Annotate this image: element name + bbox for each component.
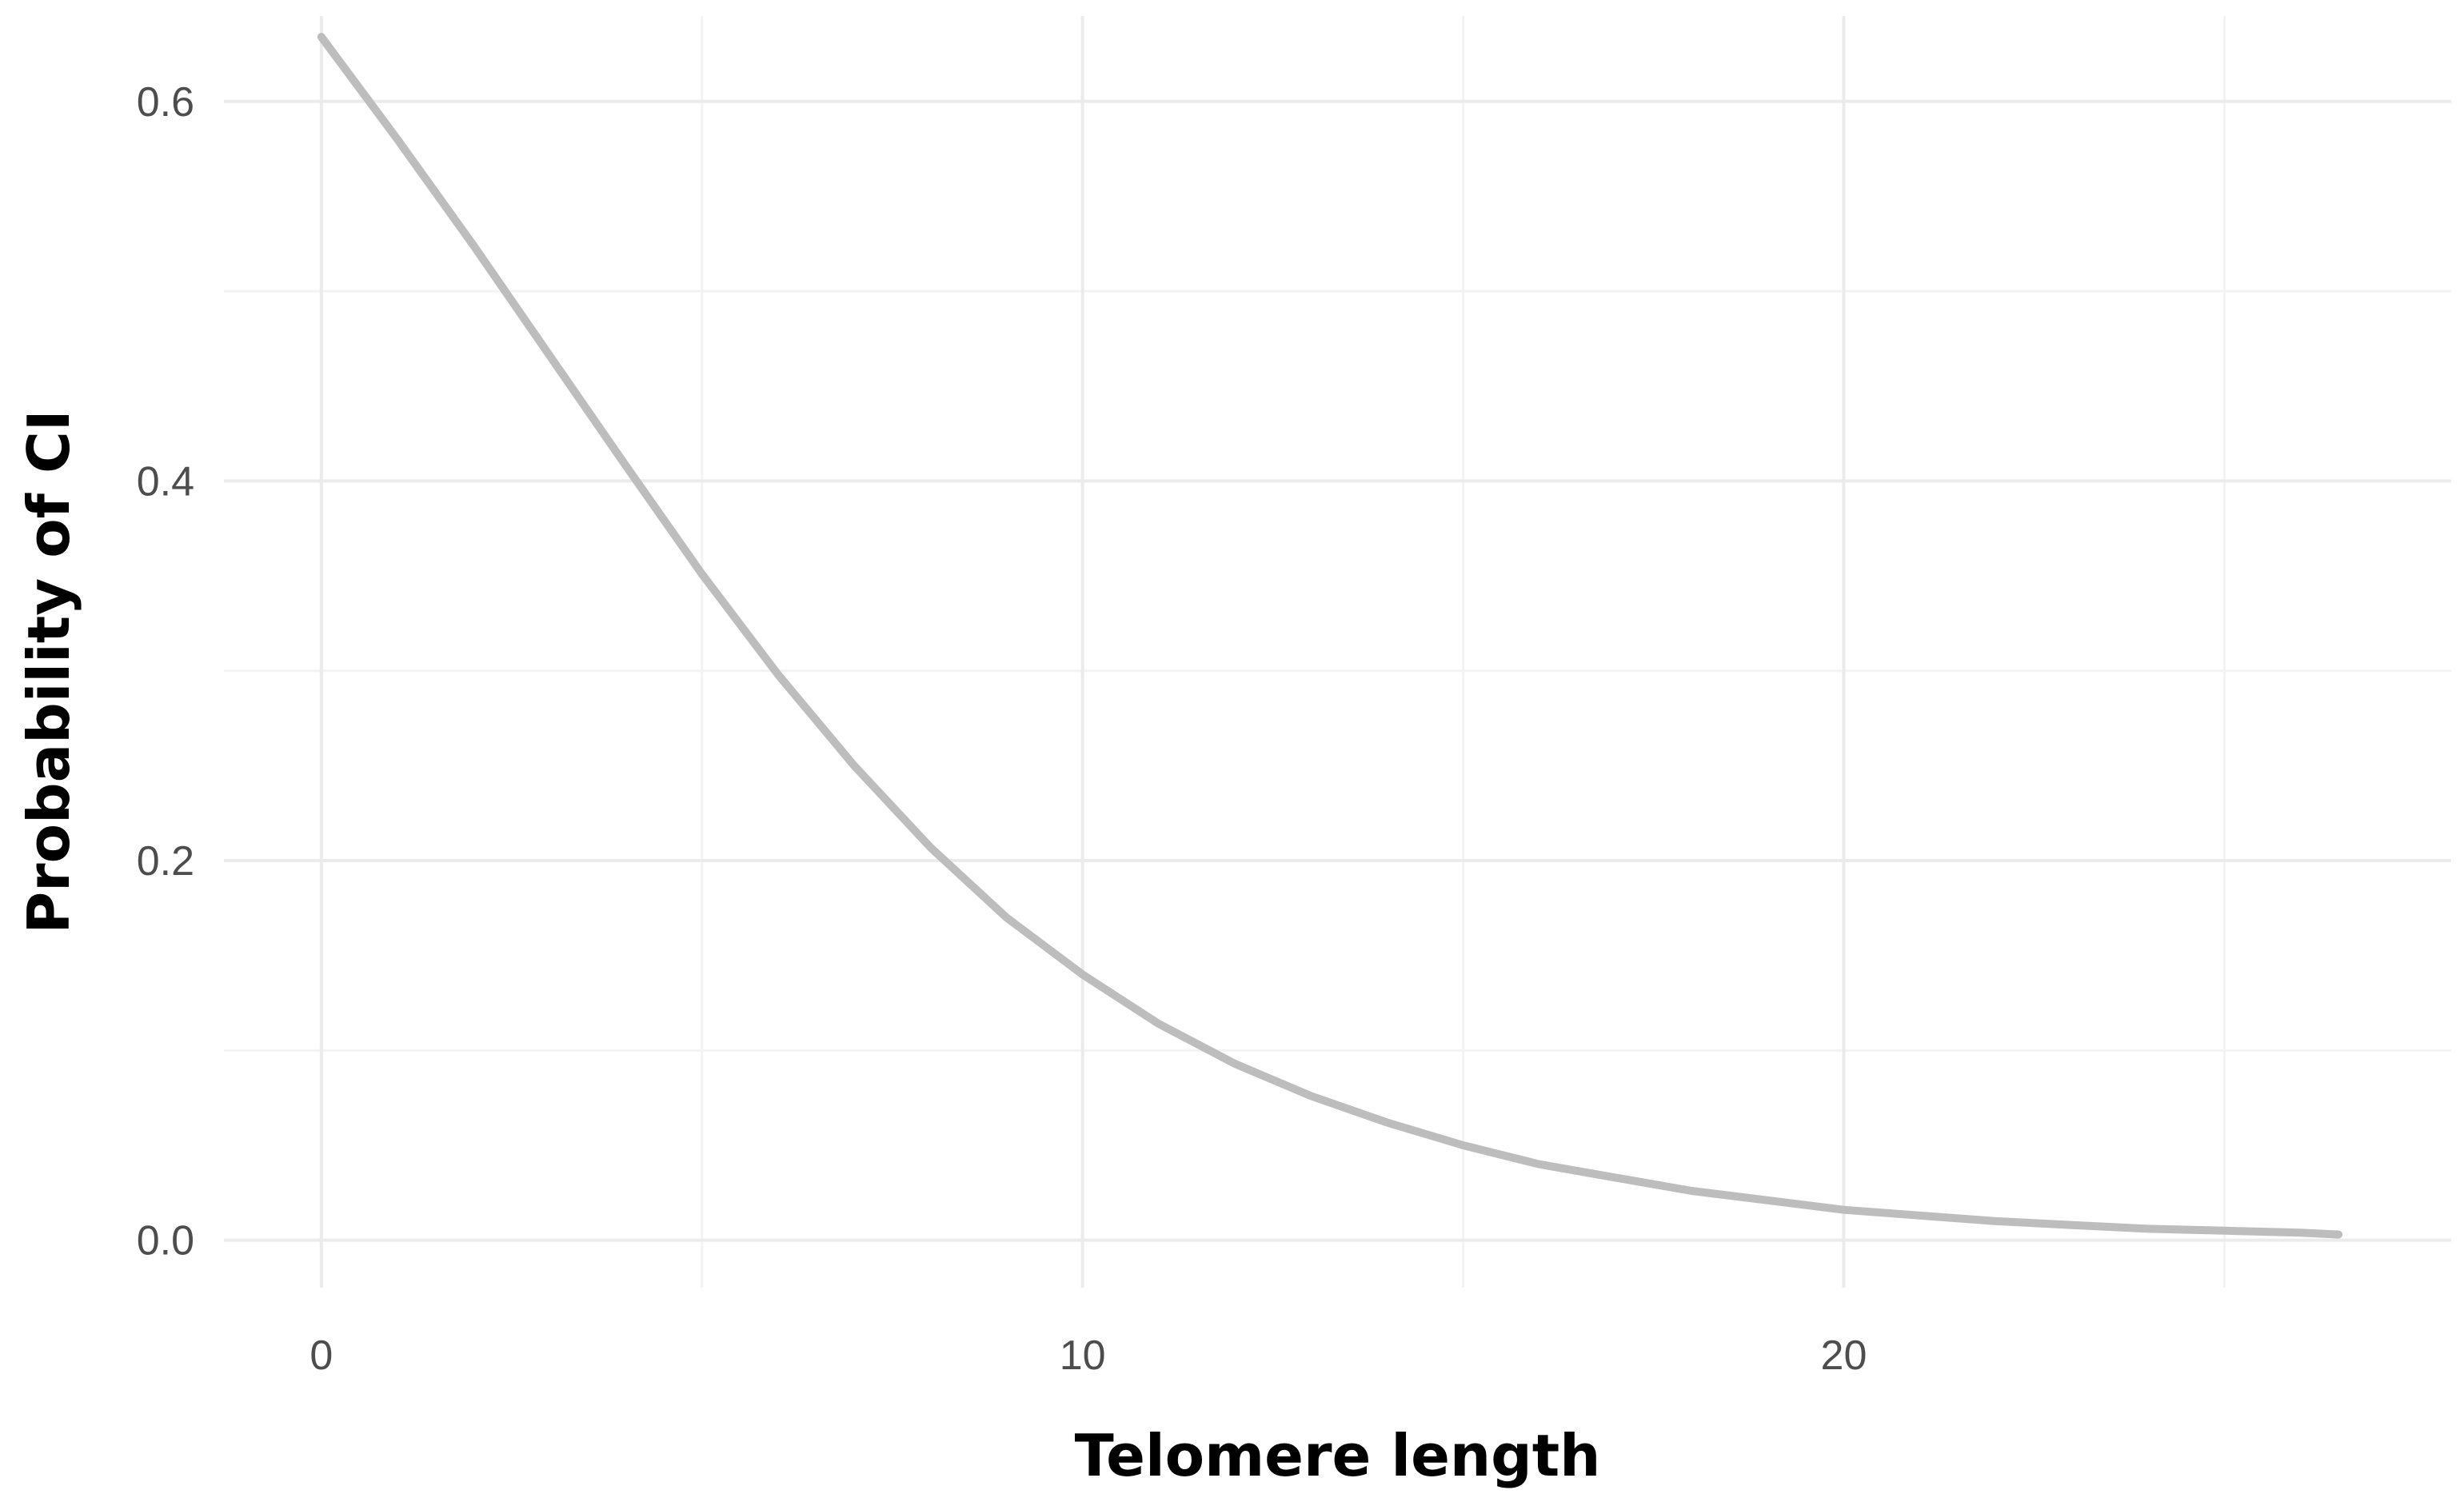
grid-layer [224,16,2451,1288]
y-tick-label: 0.0 [137,1218,194,1264]
y-tick-label: 0.6 [137,79,194,126]
x-axis-title: Telomere length [1075,1422,1601,1489]
y-tick-label: 0.2 [137,838,194,885]
series-layer [317,33,2343,1239]
x-tick-label: 10 [1060,1332,1106,1379]
tick-label-layer: 0.0 0.2 0.4 0.6 0 10 20 [137,79,1867,1379]
y-axis-title: Probability of CI [15,409,82,933]
x-tick-label: 0 [309,1332,333,1379]
y-tick-label: 0.4 [137,458,194,505]
series-line [317,33,2343,1239]
x-tick-label: 20 [1821,1332,1867,1379]
